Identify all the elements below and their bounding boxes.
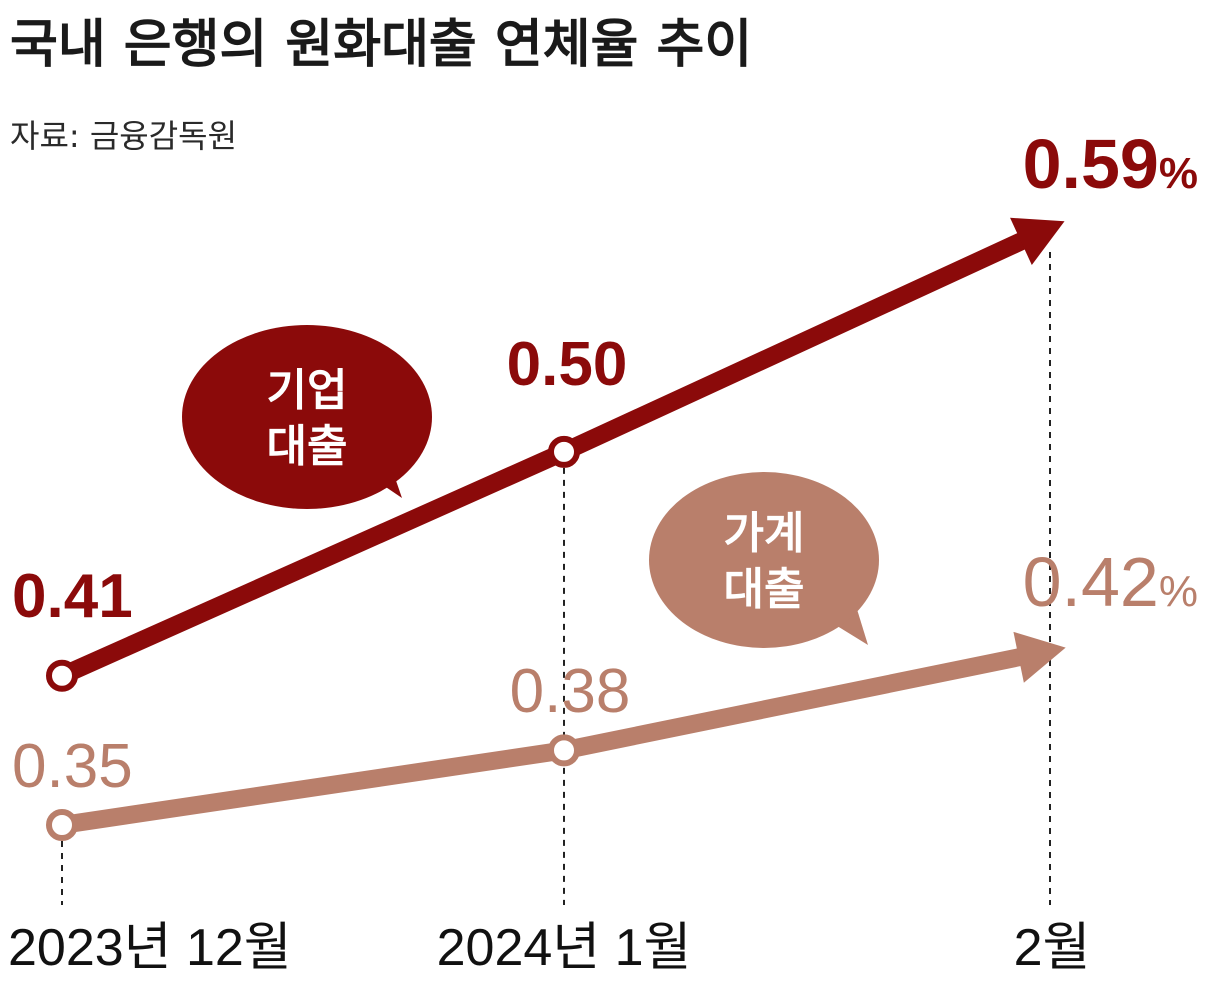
x-axis-ticks: 2023년 12월 2024년 1월 2월: [8, 919, 1090, 977]
data-label: 0.50: [507, 330, 628, 399]
bubble-body: [182, 325, 432, 509]
data-label: 0.41: [12, 562, 133, 631]
percent-suffix: %: [1159, 567, 1198, 616]
series-layer: [46, 217, 1066, 841]
data-label: 0.35: [12, 732, 133, 801]
series-arrowhead: [1010, 217, 1065, 266]
data-point-marker: [46, 809, 78, 841]
x-tick-label: 2024년 1월: [437, 919, 692, 977]
legend-label: 대출: [724, 564, 805, 615]
data-point-marker: [548, 435, 580, 468]
x-tick-label: 2023년 12월: [8, 919, 292, 977]
data-point-marker: [548, 734, 580, 767]
chart-source: 자료: 금융감독원: [10, 117, 237, 155]
data-label: 0.59%: [1023, 125, 1198, 203]
percent-suffix: %: [1159, 149, 1198, 198]
data-point-marker: [46, 659, 78, 692]
legend-label: 기업: [267, 365, 348, 416]
bubble-body: [649, 472, 879, 648]
series-arrowhead: [1013, 631, 1066, 683]
chart-title: 국내 은행의 원화대출 연체율 추이: [10, 15, 752, 75]
legend-label: 가계: [724, 508, 805, 559]
legend-label: 대출: [267, 421, 348, 472]
data-label: 0.38: [510, 657, 631, 726]
x-tick-label: 2월: [1014, 919, 1091, 977]
data-label: 0.42%: [1023, 543, 1198, 621]
guide-lines: [61, 252, 1051, 905]
